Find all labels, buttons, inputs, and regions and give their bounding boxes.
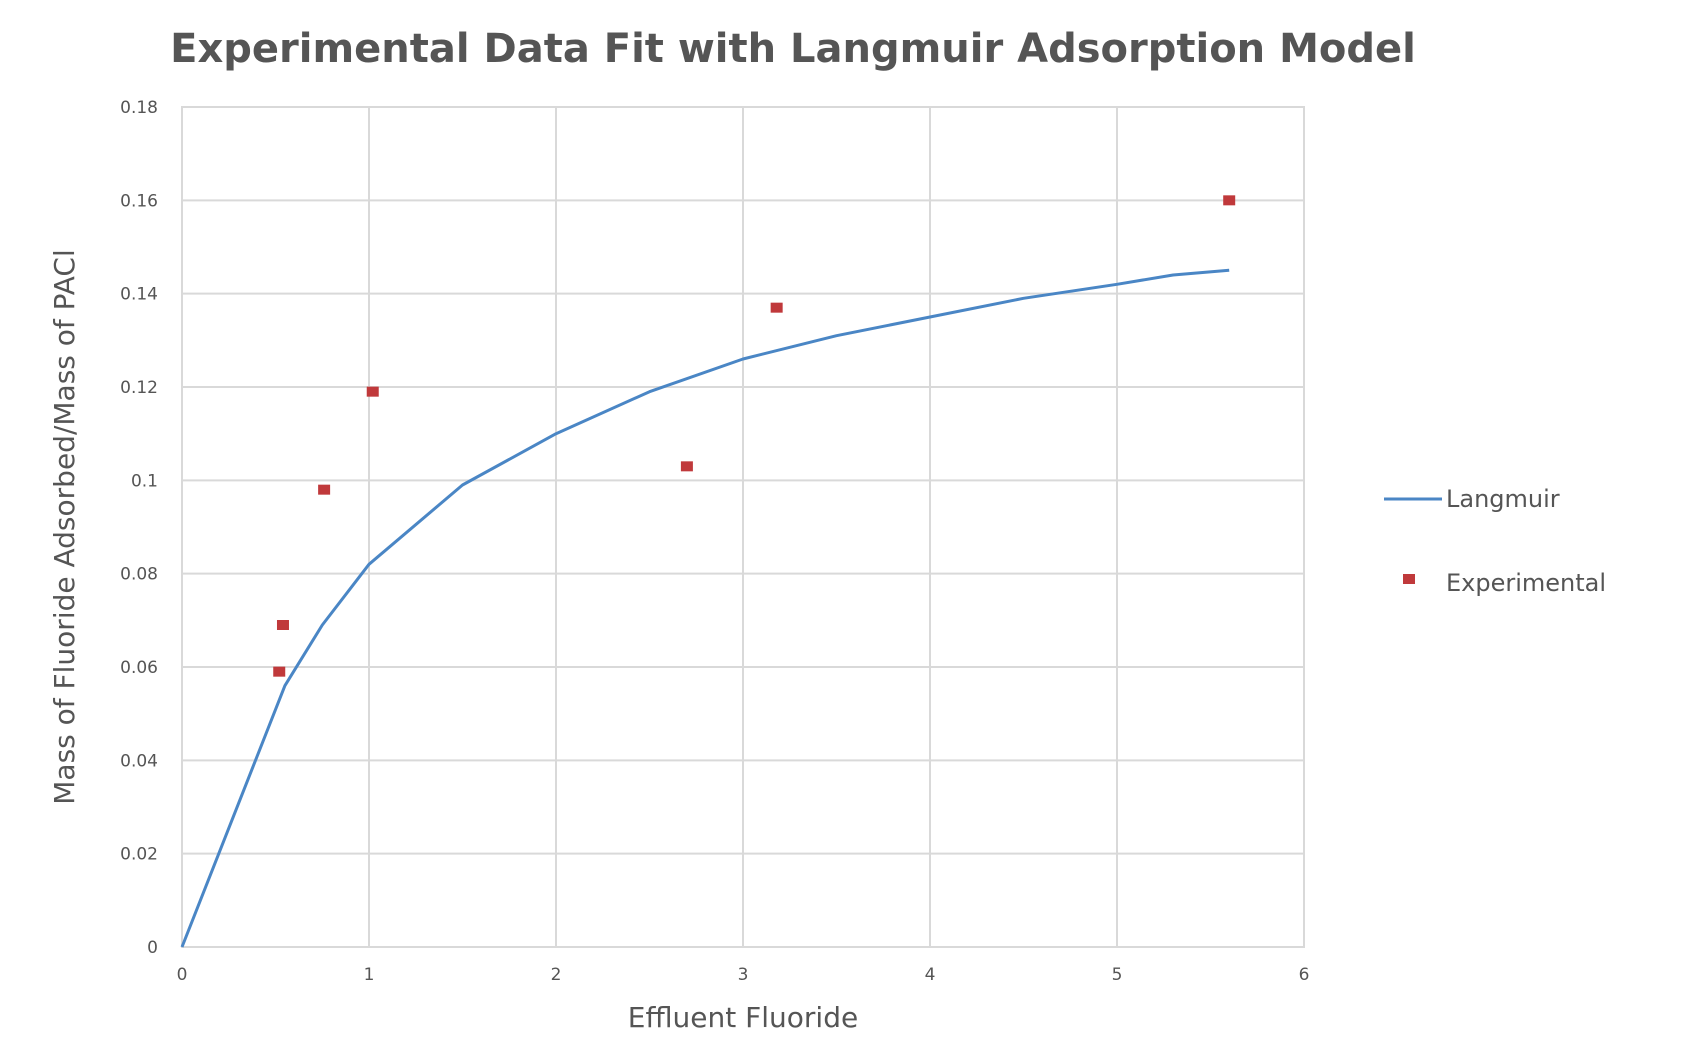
grid [181, 106, 1305, 948]
data-point-experimental [680, 461, 693, 472]
y-tick-label: 0.18 [120, 98, 158, 118]
data-point-experimental [1223, 195, 1236, 206]
y-tick-label: 0.14 [120, 285, 158, 305]
y-tick-label: 0.06 [120, 658, 158, 678]
y-tick-label: 0 [147, 938, 158, 958]
chart-title: Experimental Data Fit with Langmuir Adso… [170, 26, 1416, 72]
y-tick-label: 0.08 [120, 565, 158, 585]
y-tick-label: 0.12 [120, 378, 158, 398]
series [180, 195, 1236, 948]
plot-area [181, 106, 1305, 948]
y-tick-label: 0.1 [131, 471, 158, 491]
y-axis-label: Mass of Fluoride Adsorbed/Mass of PACl [48, 249, 81, 804]
data-point-experimental [770, 302, 783, 313]
data-point-experimental [276, 620, 289, 630]
data-point-experimental [318, 484, 331, 495]
y-tick-label: 0.16 [120, 191, 158, 211]
x-tick-label: 4 [925, 965, 936, 985]
x-tick-label: 2 [551, 965, 562, 985]
tick-labels: 0 0.02 0.04 0.06 0.08 0.1 0.12 0.14 0.16 0.18 0 1 2 3… [120, 98, 1309, 985]
x-tick-label: 0 [177, 965, 188, 985]
y-tick-label: 0.02 [120, 845, 158, 865]
data-point-experimental [366, 386, 379, 397]
x-tick-label: 6 [1299, 965, 1310, 985]
y-tick-label: 0.04 [120, 751, 158, 771]
legend-swatch-experimental [1403, 574, 1415, 584]
x-tick-label: 3 [738, 965, 749, 985]
series-line-langmuir [180, 268, 1230, 948]
x-tick-label: 1 [364, 965, 375, 985]
legend-label-langmuir: Langmuir [1446, 485, 1560, 513]
data-point-experimental [273, 666, 286, 677]
legend: Langmuir Experimental [1384, 485, 1606, 597]
x-tick-label: 5 [1112, 965, 1123, 985]
x-axis-label: Effluent Fluoride [628, 1001, 858, 1034]
legend-label-experimental: Experimental [1446, 569, 1606, 597]
